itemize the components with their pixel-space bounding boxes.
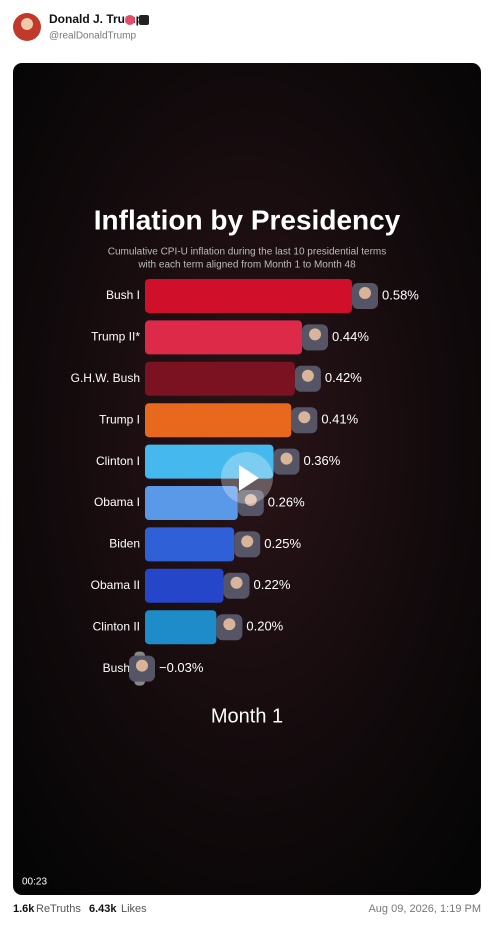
bar [145, 361, 295, 396]
portrait-face [301, 369, 314, 382]
badge [139, 15, 149, 25]
category-label: Bush I [106, 288, 140, 302]
category-label: Trump I [99, 412, 140, 426]
bar [145, 403, 292, 438]
value-label: 0.58% [382, 287, 419, 302]
bar [145, 320, 303, 355]
portrait-face [359, 287, 371, 299]
play-icon [239, 465, 259, 491]
bar-chart: Bush I 0.58% Trump II* 0.44% G.H.W. Bush 0.42… [71, 279, 419, 686]
value-label: 0.26% [268, 494, 305, 509]
portrait-face [280, 452, 293, 465]
bar [145, 610, 217, 645]
retruths-label[interactable]: ReTruths [36, 903, 81, 915]
value-label: 0.20% [246, 619, 283, 634]
avatar-face [21, 18, 33, 30]
author-name[interactable]: Donald J. Trump [49, 12, 143, 26]
portrait-face [309, 328, 322, 341]
portrait-face [223, 618, 236, 631]
value-label: 0.41% [321, 412, 358, 427]
portrait-face [241, 535, 254, 548]
likes-label[interactable]: Likes [121, 903, 147, 915]
verified-badge [125, 15, 135, 25]
bar [145, 279, 352, 313]
video-time: 00:23 [22, 877, 47, 888]
value-label: 0.25% [264, 536, 301, 551]
portrait-face [244, 494, 257, 506]
value-label: −0.03% [159, 660, 204, 675]
chart-subtitle: Cumulative CPI-U inflation during the la… [108, 247, 386, 258]
category-label: Clinton I [96, 454, 140, 468]
category-label: Obama I [94, 495, 140, 509]
bar [145, 568, 224, 603]
likes-count[interactable]: 6.43k [89, 903, 117, 915]
category-label: G.H.W. Bush [71, 371, 140, 385]
value-label: 0.42% [325, 370, 362, 385]
value-label: 0.44% [332, 329, 369, 344]
bar [145, 527, 235, 562]
annotation: Month 1 [211, 705, 283, 727]
portrait-face [298, 411, 311, 424]
category-label: Obama II [91, 578, 140, 592]
retruths-count[interactable]: 1.6k [13, 903, 35, 915]
value-label: 0.36% [303, 453, 340, 468]
post-date: Aug 09, 2026, 1:19 PM [368, 903, 481, 915]
category-label: Biden [109, 537, 140, 551]
author-handle[interactable]: @realDonaldTrump [49, 31, 136, 42]
category-label: Clinton II [93, 619, 140, 633]
chart-subtitle: with each term aligned from Month 1 to M… [137, 260, 356, 271]
value-label: 0.22% [254, 577, 291, 592]
category-label: Trump II* [91, 330, 140, 344]
chart-title: Inflation by Presidency [94, 204, 401, 235]
portrait-face [230, 576, 243, 589]
bar [145, 486, 238, 520]
portrait-face [136, 659, 148, 672]
